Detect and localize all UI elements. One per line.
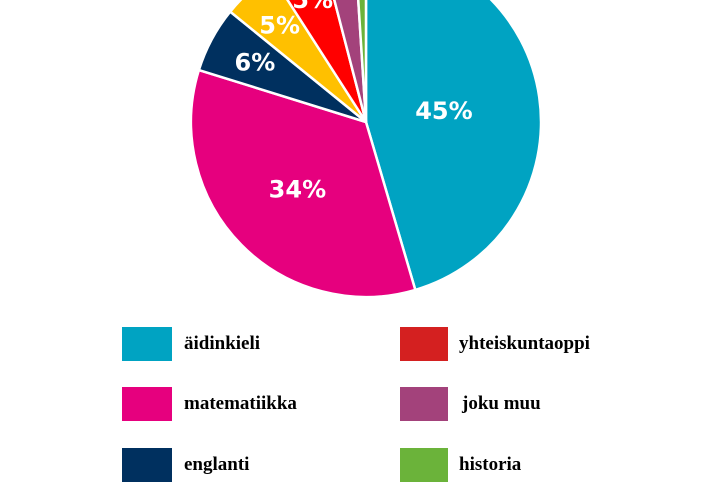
pie-value-label-1: 45% <box>415 97 472 125</box>
pie-value-label-5: 5% <box>292 0 333 14</box>
pie-slice-7 <box>356 0 368 124</box>
legend-item-aidinkieli: äidinkieli <box>122 327 260 361</box>
legend-swatch-matematiikka <box>122 387 172 421</box>
legend-swatch-englanti <box>122 448 172 482</box>
legend-swatch-historia <box>400 448 448 482</box>
legend-swatch-aidinkieli <box>122 327 172 361</box>
pie-slice-6 <box>333 0 368 124</box>
pie-value-labels: 45% 34% 6% 5%5% <box>235 0 473 204</box>
pie-slice-1 <box>364 0 543 292</box>
legend-label-yhteiskuntaoppi: yhteiskuntaoppi <box>459 333 590 354</box>
pie-value-label-3: 6% <box>235 48 276 76</box>
pie-slice-2 <box>189 68 417 299</box>
legend-label-joku-muu: joku muu <box>462 393 541 414</box>
pie-slice-4 <box>228 0 368 124</box>
legend-label-englanti: englanti <box>184 454 250 475</box>
legend-label-matematiikka: matematiikka <box>184 393 297 414</box>
pie-slices <box>189 0 543 299</box>
pie-slice-5 <box>286 0 368 124</box>
pie-value-label-2: 34% <box>269 176 326 204</box>
legend-swatch-yhteiskuntaoppi <box>400 327 448 361</box>
legend-item-yhteiskuntaoppi: yhteiskuntaoppi <box>400 327 590 361</box>
legend-item-englanti: englanti <box>122 448 249 482</box>
legend-item-historia: historia <box>400 448 521 482</box>
legend-item-joku-muu: joku muu <box>400 387 541 421</box>
legend-label-historia: historia <box>459 454 522 475</box>
pie-value-label-4: 5% <box>259 11 300 39</box>
legend-item-matematiikka: matematiikka <box>122 387 297 421</box>
legend-label-aidinkieli: äidinkieli <box>184 333 261 354</box>
legend-swatch-joku-muu <box>400 387 448 421</box>
